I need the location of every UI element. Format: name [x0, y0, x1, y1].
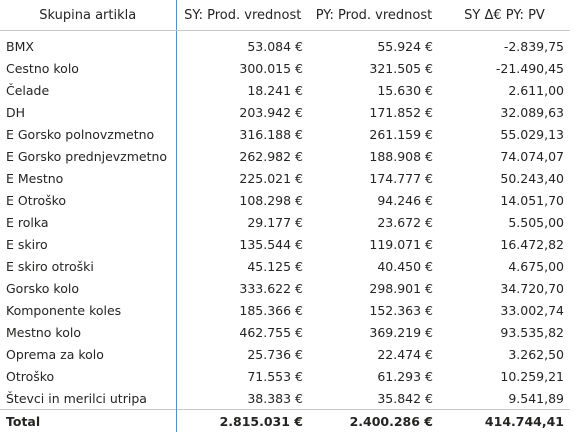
row-py-value: 22.474 €: [377, 346, 433, 362]
row-delta-value: 34.720,70: [500, 280, 564, 296]
table-row[interactable]: E skiro otroški 45.125 € 40.450 € 4.675,00: [0, 255, 570, 277]
row-py-value: 55.924 €: [377, 38, 433, 54]
row-label: E Mestno: [6, 170, 64, 186]
row-delta-value: 16.472,82: [500, 236, 564, 252]
row-delta-value: 93.535,82: [500, 324, 564, 340]
row-delta-value: 50.243,40: [500, 170, 564, 186]
row-sy-value: 29.177 €: [175, 211, 309, 233]
row-delta-value: 74.074,07: [500, 148, 564, 164]
row-delta-value: 10.259,21: [500, 368, 564, 384]
row-sy-value: 45.125 €: [175, 255, 309, 277]
row-py-value: 15.630 €: [377, 82, 433, 98]
row-sy-value: 25.736 €: [175, 343, 309, 365]
header-row: Skupina artikla SY: Prod. vrednost PY: P…: [0, 0, 570, 31]
table-row[interactable]: E Gorsko polnovzmetno 316.188 € 261.159 € 5…: [0, 123, 570, 145]
row-py-value: 261.159 €: [369, 126, 433, 142]
row-delta-value: -21.490,45: [495, 60, 564, 76]
total-py-value: 2.400.286 €: [309, 409, 439, 432]
table-row[interactable]: Oprema za kolo 25.736 € 22.474 € 3.262,50: [0, 343, 570, 365]
table-row[interactable]: E skiro 135.544 € 119.071 € 16.472,82: [0, 233, 570, 255]
column-header-py-prod-vrednost[interactable]: PY: Prod. vrednost: [309, 0, 439, 31]
row-py-value: 40.450 €: [377, 258, 433, 274]
row-label: Oprema za kolo: [6, 346, 104, 362]
table-row[interactable]: E Mestno 225.021 € 174.777 € 50.243,40: [0, 167, 570, 189]
row-py-value: 152.363 €: [369, 302, 433, 318]
row-label: DH: [6, 104, 26, 120]
row-label: BMX: [6, 38, 34, 54]
row-py-value: 23.672 €: [377, 214, 433, 230]
row-delta-value: 55.029,13: [500, 126, 564, 142]
total-delta-value: 414.744,41: [439, 409, 570, 432]
table-row[interactable]: Cestno kolo 300.015 € 321.505 € -21.490,45: [0, 57, 570, 79]
row-py-value: 61.293 €: [377, 368, 433, 384]
row-sy-value: 185.366 €: [175, 299, 309, 321]
table-row[interactable]: BMX 53.084 € 55.924 € -2.839,75: [0, 30, 570, 57]
row-sy-value: 18.241 €: [175, 79, 309, 101]
row-label: E Gorsko polnovzmetno: [6, 126, 155, 142]
total-label: Total: [0, 409, 176, 432]
row-label: E Gorsko prednjevzmetno: [6, 148, 168, 164]
row-sy-value: 462.755 €: [175, 321, 309, 343]
row-sy-value: 203.942 €: [175, 101, 309, 123]
row-delta-value: -2.839,75: [503, 38, 564, 54]
row-sy-value: 71.553 €: [175, 365, 309, 387]
row-py-value: 35.842 €: [377, 390, 433, 406]
row-delta-value: 4.675,00: [508, 258, 564, 274]
row-sy-value: 333.622 €: [175, 277, 309, 299]
row-delta-value: 14.051,70: [500, 192, 564, 208]
row-label: Cestno kolo: [6, 60, 79, 76]
total-row: Total 2.815.031 € 2.400.286 € 414.744,41: [0, 409, 570, 432]
row-label: Števci in merilci utripa: [6, 390, 147, 406]
row-sy-value: 53.084 €: [175, 30, 309, 57]
row-py-value: 321.505 €: [369, 60, 433, 76]
column-header-sy-delta-py[interactable]: SY Δ€ PY: PV: [439, 0, 570, 31]
row-sy-value: 225.021 €: [175, 167, 309, 189]
row-delta-value: 33.002,74: [500, 302, 564, 318]
row-label: Komponente koles: [6, 302, 122, 318]
row-py-value: 94.246 €: [377, 192, 433, 208]
row-py-value: 369.219 €: [369, 324, 433, 340]
table-row[interactable]: DH 203.942 € 171.852 € 32.089,63: [0, 101, 570, 123]
row-sy-value: 262.982 €: [175, 145, 309, 167]
row-delta-value: 3.262,50: [508, 346, 564, 362]
row-py-value: 171.852 €: [369, 104, 433, 120]
table-row[interactable]: E Otroško 108.298 € 94.246 € 14.051,70: [0, 189, 570, 211]
row-delta-value: 2.611,00: [508, 82, 564, 98]
table-row[interactable]: Komponente koles 185.366 € 152.363 € 33.002…: [0, 299, 570, 321]
table-row[interactable]: Mestno kolo 462.755 € 369.219 € 93.535,82: [0, 321, 570, 343]
row-py-value: 174.777 €: [369, 170, 433, 186]
row-sy-value: 38.383 €: [175, 387, 309, 410]
table-row[interactable]: Gorsko kolo 333.622 € 298.901 € 34.720,70: [0, 277, 570, 299]
row-py-value: 188.908 €: [369, 148, 433, 164]
row-label: E skiro: [6, 236, 48, 252]
total-sy-value: 2.815.031 €: [175, 409, 309, 432]
row-label: E Otroško: [6, 192, 67, 208]
row-delta-value: 5.505,00: [508, 214, 564, 230]
row-sy-value: 316.188 €: [175, 123, 309, 145]
row-label: Mestno kolo: [6, 324, 81, 340]
row-sy-value: 108.298 €: [175, 189, 309, 211]
row-delta-value: 9.541,89: [508, 390, 564, 406]
column-header-sy-prod-vrednost[interactable]: SY: Prod. vrednost: [175, 0, 309, 31]
row-label: E rolka: [6, 214, 49, 230]
row-sy-value: 300.015 €: [175, 57, 309, 79]
table-row[interactable]: Čelade 18.241 € 15.630 € 2.611,00: [0, 79, 570, 101]
row-delta-value: 32.089,63: [500, 104, 564, 120]
row-sy-value: 135.544 €: [175, 233, 309, 255]
column-header-skupina-artikla[interactable]: Skupina artikla: [0, 0, 176, 31]
row-py-value: 298.901 €: [369, 280, 433, 296]
table-row[interactable]: E rolka 29.177 € 23.672 € 5.505,00: [0, 211, 570, 233]
row-label: Čelade: [6, 82, 50, 98]
table-row[interactable]: Števci in merilci utripa 38.383 € 35.842 €…: [0, 387, 570, 410]
table-row[interactable]: E Gorsko prednjevzmetno 262.982 € 188.908 …: [0, 145, 570, 167]
row-label: Otroško: [6, 368, 55, 384]
table-row[interactable]: Otroško 71.553 € 61.293 € 10.259,21: [0, 365, 570, 387]
row-py-value: 119.071 €: [369, 236, 433, 252]
row-label: E skiro otroški: [6, 258, 94, 274]
row-label: Gorsko kolo: [6, 280, 79, 296]
